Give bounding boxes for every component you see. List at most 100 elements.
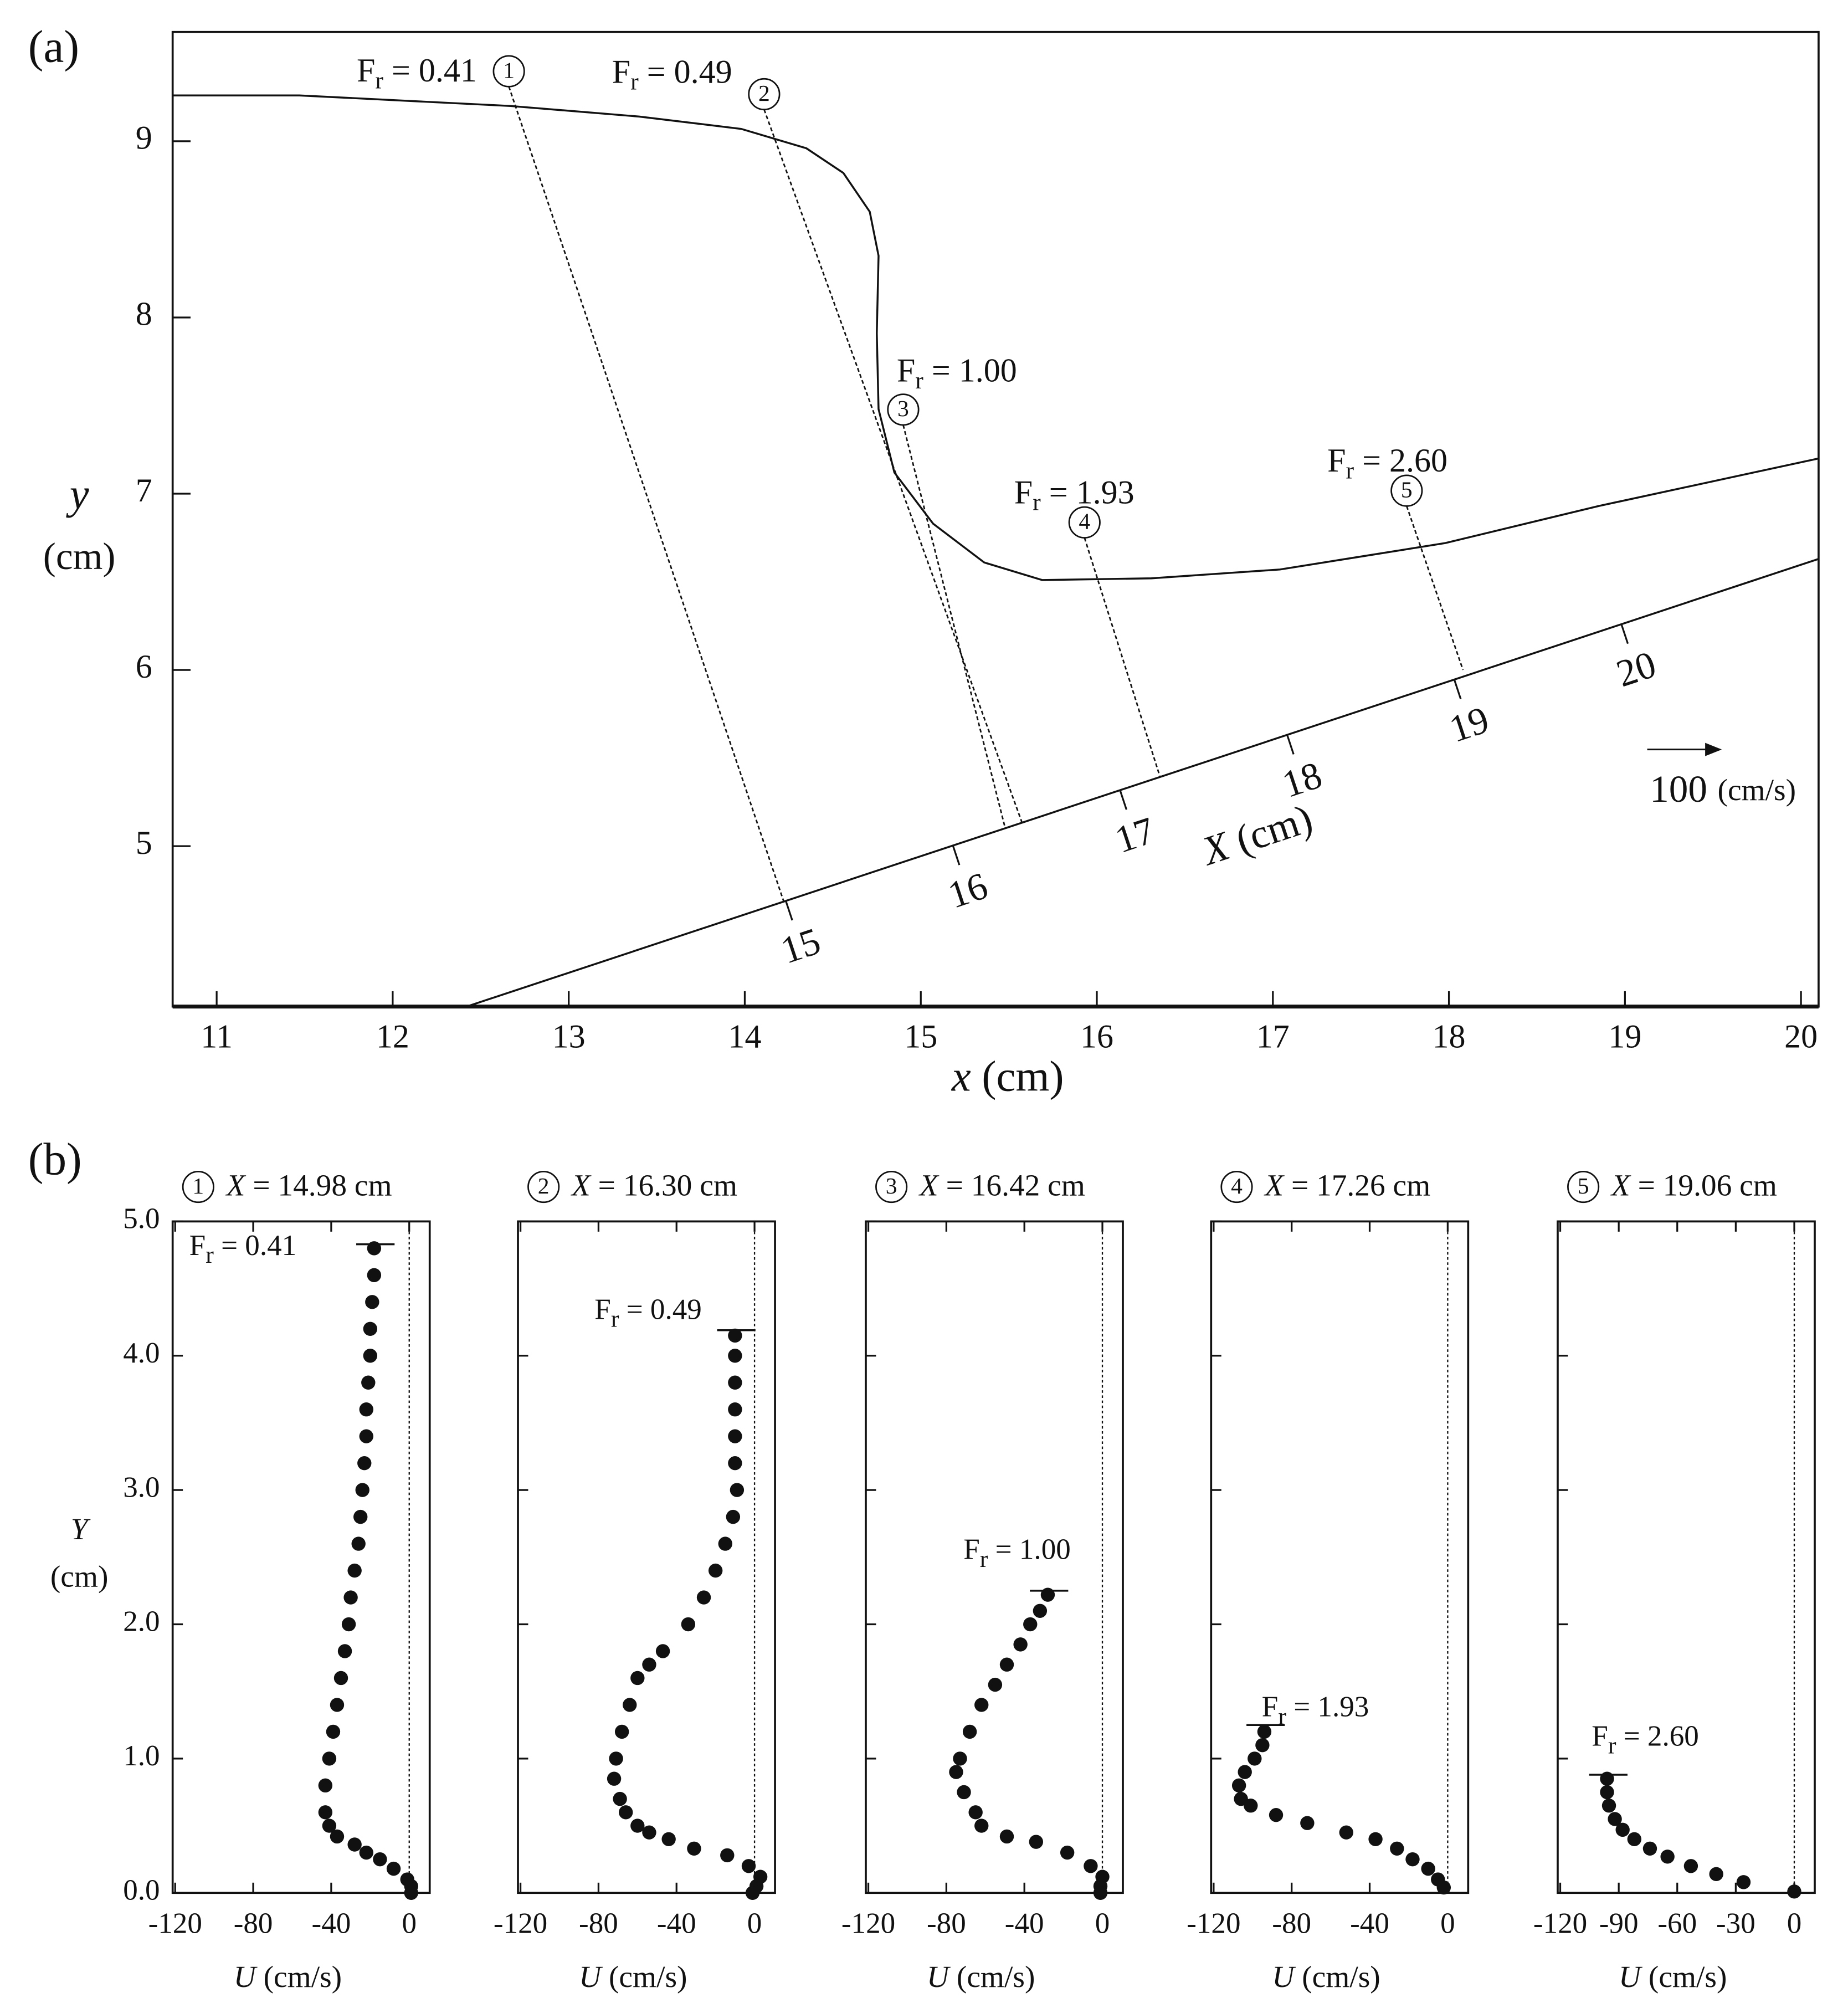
title-circle [1220, 1170, 1253, 1203]
bed-tick-label: 20 [1611, 643, 1661, 695]
froude-label: Fr = 1.00 [963, 1534, 1071, 1572]
y-tick-label: 6 [136, 648, 152, 685]
data-point [708, 1563, 723, 1578]
data-point [1787, 1884, 1801, 1899]
froude-label: Fr = 1.93 [1262, 1691, 1369, 1730]
x-axis-title: U (cm/s) [579, 1960, 687, 1994]
data-point [1683, 1859, 1698, 1873]
profile-line [1405, 505, 1464, 670]
data-point [728, 1456, 742, 1471]
data-point [728, 1429, 742, 1443]
data-point [1405, 1852, 1420, 1867]
data-point [1627, 1832, 1642, 1847]
panel-title: X = 14.98 cm [225, 1168, 392, 1202]
x-tick-label: -40 [657, 1907, 696, 1939]
data-point [343, 1590, 358, 1605]
data-point [373, 1852, 387, 1867]
bed-tick [952, 845, 961, 865]
froude-label: Fr = 0.41 [357, 52, 477, 94]
data-point [1060, 1845, 1075, 1860]
y-tick-label: 0.0 [123, 1874, 160, 1906]
data-point [745, 1886, 760, 1900]
y-tick-label: 3.0 [123, 1471, 160, 1503]
data-point [367, 1241, 382, 1256]
bed-axis-title: X (cm) [1195, 795, 1317, 874]
data-point [968, 1805, 983, 1820]
data-point [962, 1724, 977, 1739]
x-tick-label: 11 [201, 1018, 233, 1054]
profile-line [508, 86, 784, 901]
data-point [1013, 1637, 1028, 1652]
data-point [1231, 1778, 1246, 1793]
x-tick-label: 0 [1787, 1907, 1802, 1939]
data-point [619, 1805, 633, 1820]
data-point [1615, 1822, 1630, 1837]
profile-line [763, 109, 1024, 826]
froude-label: Fr = 0.41 [189, 1230, 297, 1268]
data-point [322, 1819, 337, 1833]
title-circle [1567, 1170, 1600, 1203]
y-tick-label: 2.0 [123, 1606, 160, 1638]
data-point [614, 1724, 629, 1739]
data-point [359, 1402, 373, 1417]
bed-tick-label: 19 [1444, 698, 1494, 750]
data-point [337, 1644, 352, 1658]
data-point [730, 1483, 745, 1497]
data-point [355, 1483, 369, 1497]
data-point [1238, 1765, 1252, 1779]
title-number: 4 [1231, 1173, 1243, 1198]
x-tick-label: 18 [1433, 1018, 1466, 1054]
data-point [318, 1778, 333, 1793]
profile-circle [887, 393, 920, 426]
data-point [630, 1819, 645, 1833]
x-tick-label: 0 [402, 1907, 417, 1939]
x-axis-title: U (cm/s) [927, 1960, 1035, 1994]
x-tick-label: 13 [552, 1018, 586, 1054]
bed-tick [1620, 624, 1629, 644]
plot-frame [171, 30, 1820, 1008]
data-point [613, 1791, 627, 1806]
y-tick-label: 4.0 [123, 1337, 160, 1369]
x-tick-label: -40 [1005, 1907, 1044, 1939]
data-point [720, 1848, 735, 1863]
data-point [1368, 1832, 1383, 1847]
plot-frame [865, 1220, 1124, 1894]
x-tick-label: -120 [1533, 1907, 1587, 1939]
x-axis-title: U (cm/s) [1272, 1960, 1380, 1994]
bed-tick [785, 900, 793, 921]
data-point [949, 1765, 963, 1779]
profile-circle [492, 55, 525, 88]
data-point [681, 1617, 696, 1632]
data-point [1084, 1859, 1098, 1873]
data-point [1660, 1850, 1675, 1864]
data-point [1436, 1880, 1451, 1895]
y-tick-label: 9 [136, 120, 152, 156]
data-point [347, 1837, 362, 1852]
profile-number: 2 [758, 80, 770, 106]
title-number: 5 [1578, 1173, 1589, 1198]
data-point [1421, 1861, 1435, 1876]
froude-label: Fr = 0.49 [594, 1294, 702, 1333]
data-point [999, 1657, 1014, 1672]
froude-label: Fr = 0.49 [612, 53, 732, 95]
x-axis-title: U (cm/s) [234, 1960, 342, 1994]
data-point [1255, 1738, 1270, 1753]
froude-label: Fr = 2.60 [1592, 1720, 1699, 1759]
data-point [1339, 1825, 1353, 1840]
x-tick-label: 19 [1608, 1018, 1641, 1054]
panel-title: X = 16.30 cm [571, 1168, 737, 1202]
data-point [642, 1825, 656, 1840]
data-point [728, 1375, 742, 1390]
data-point [386, 1861, 401, 1876]
data-point [1257, 1724, 1272, 1739]
data-point [330, 1698, 345, 1712]
plot-frame [1210, 1220, 1470, 1894]
data-point [341, 1617, 356, 1632]
y-axis-unit: (cm) [50, 1559, 109, 1593]
data-point [1040, 1587, 1055, 1602]
x-tick-label: -120 [1187, 1907, 1240, 1939]
data-point [359, 1845, 373, 1860]
x-tick-label: 16 [1080, 1018, 1113, 1054]
x-tick-label: 20 [1784, 1018, 1818, 1054]
